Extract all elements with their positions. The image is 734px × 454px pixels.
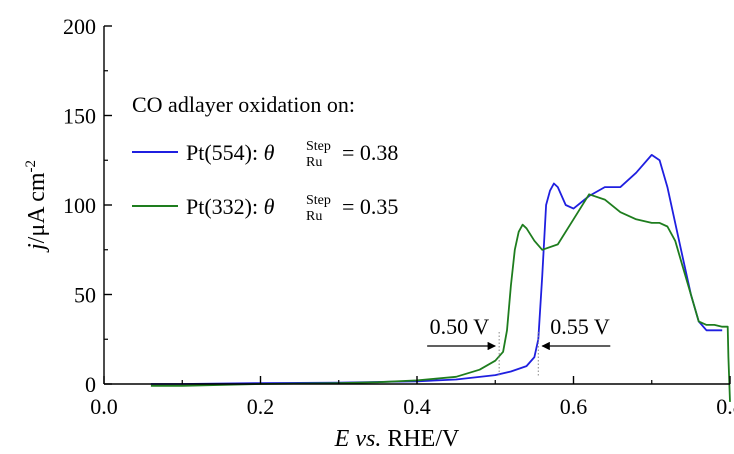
legend-theta-sub-2: Ru <box>306 209 322 224</box>
x-tick-label: 0.8 <box>716 394 734 419</box>
series-layer <box>150 153 731 402</box>
legend-entry-2: Pt(332): θ <box>186 194 275 219</box>
y-tick-label: 0 <box>85 372 96 397</box>
y-tick-label: 200 <box>63 14 96 39</box>
x-tick-label: 0.4 <box>403 394 431 419</box>
onset-label-2: 0.55 V <box>550 314 610 339</box>
legend: CO adlayer oxidation on:Pt(554): θ StepRu… <box>132 92 398 224</box>
legend-theta-value-2: = 0.35 <box>342 194 398 219</box>
onset-label-1: 0.50 V <box>430 314 490 339</box>
x-tick-label: 0.2 <box>247 394 275 419</box>
x-tick-label: 0.0 <box>90 394 118 419</box>
legend-theta-value-1: = 0.38 <box>342 140 398 165</box>
series-line-2 <box>150 193 731 402</box>
legend-theta-sup-2: Step <box>306 193 331 208</box>
legend-title: CO adlayer oxidation on: <box>132 92 355 117</box>
y-axis-label: j/μA cm-2 <box>23 160 50 253</box>
y-tick-label: 150 <box>63 104 96 129</box>
y-tick-label: 100 <box>63 193 96 218</box>
axis-labels: E vs. RHE/V j/μA cm-2 <box>23 160 460 452</box>
x-tick-label: 0.6 <box>560 394 588 419</box>
axes: 0.0 0.2 0.4 0.6 0.8 0 50 100 150 200 <box>63 14 734 419</box>
annotations: 0.50 V 0.55 V <box>427 314 611 376</box>
legend-theta-sub-1: Ru <box>306 155 322 170</box>
x-axis-label: E vs. RHE/V <box>334 426 460 452</box>
legend-theta-sup-1: Step <box>306 139 331 154</box>
legend-entry-1: Pt(554): θ <box>186 140 275 165</box>
y-tick-label: 50 <box>74 283 96 308</box>
series-line-1 <box>150 153 723 385</box>
